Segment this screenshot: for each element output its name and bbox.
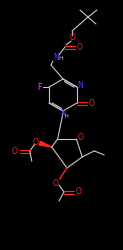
Text: N: N xyxy=(60,110,66,118)
Text: O: O xyxy=(33,138,39,146)
Text: O: O xyxy=(12,146,18,156)
Polygon shape xyxy=(39,141,52,147)
Text: N: N xyxy=(77,82,83,90)
Text: H: H xyxy=(64,114,68,119)
Text: O: O xyxy=(70,34,76,42)
Text: H: H xyxy=(59,56,63,60)
Text: N: N xyxy=(53,54,59,62)
Text: O: O xyxy=(53,180,59,188)
Text: F: F xyxy=(37,82,41,92)
Text: O: O xyxy=(77,132,83,141)
Text: O: O xyxy=(89,98,95,108)
Text: O: O xyxy=(76,188,82,196)
Text: O: O xyxy=(77,42,83,51)
